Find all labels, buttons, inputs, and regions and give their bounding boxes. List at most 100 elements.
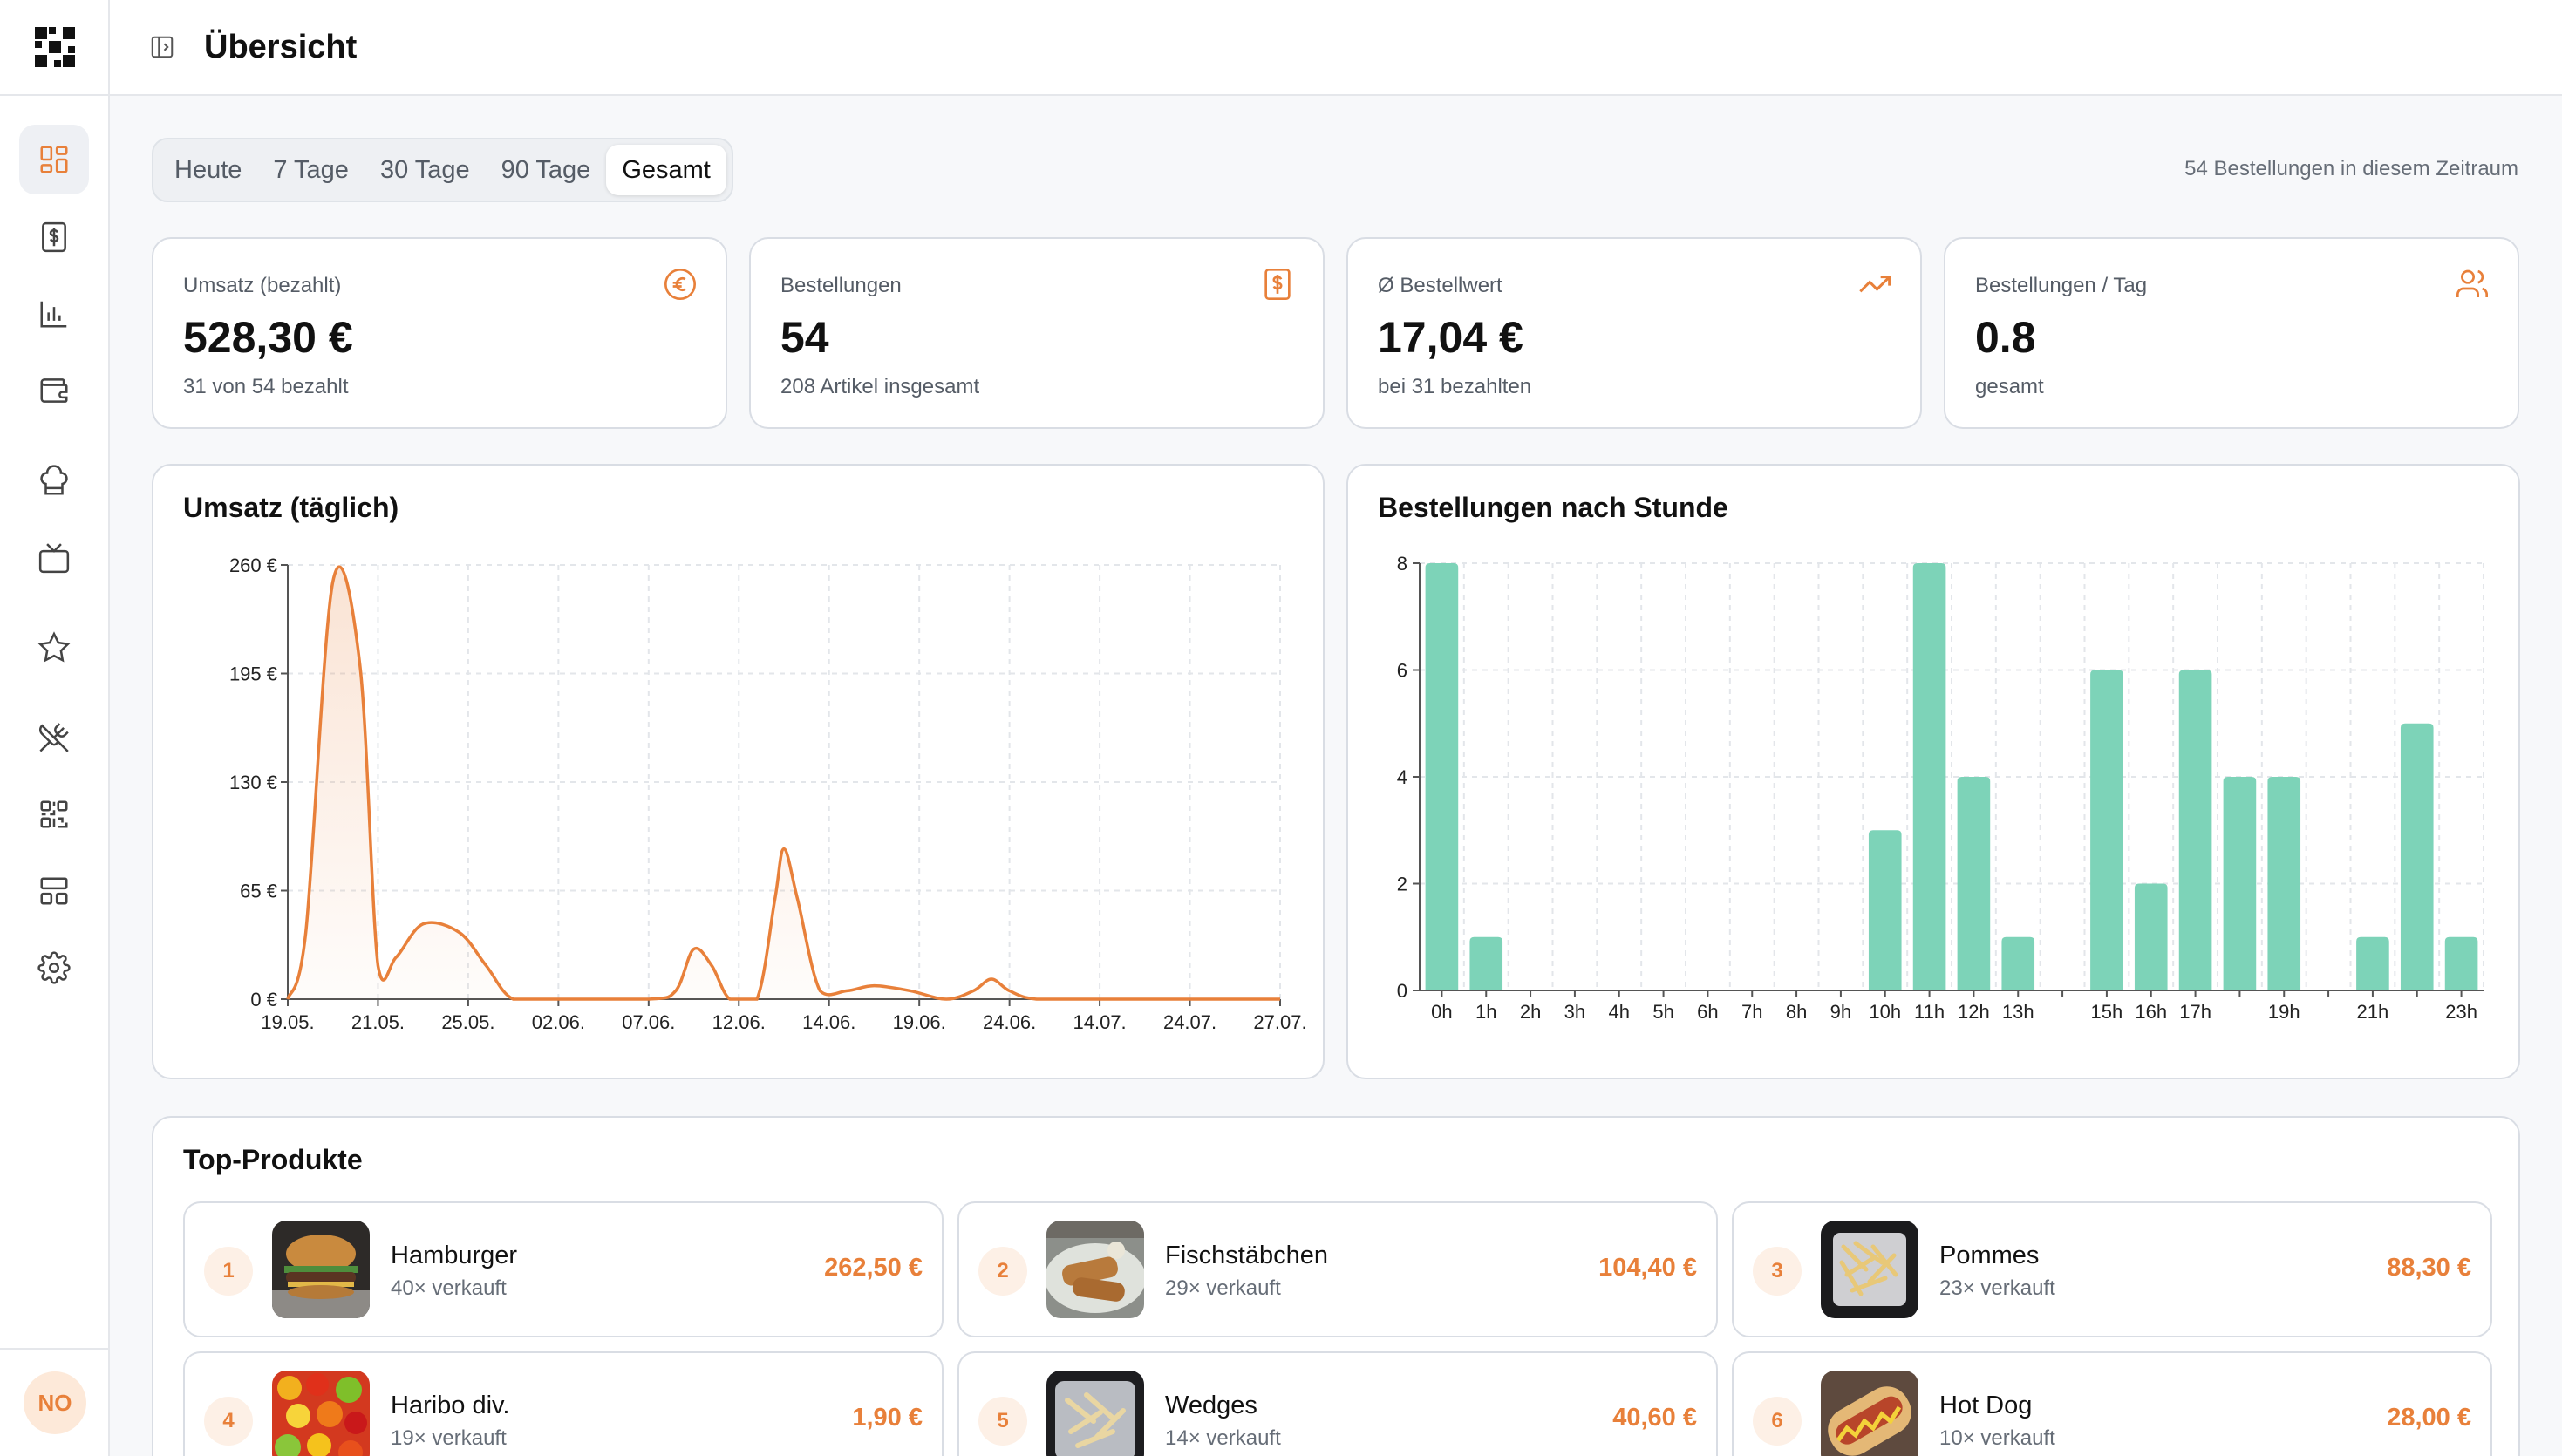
stat-sub: bei 31 bezahlten: [1378, 375, 1532, 398]
x-tick-label: 10h: [1869, 1001, 1901, 1023]
rank-badge: 6: [1753, 1397, 1802, 1446]
sidebar: NO: [0, 0, 110, 1456]
top-bar: Übersicht: [110, 0, 2562, 96]
euro-icon: [664, 269, 696, 300]
stat-label: Ø Bestellwert: [1378, 274, 1502, 297]
dashboard-icon: [40, 146, 68, 173]
stat-label: Umsatz (bezahlt): [183, 274, 342, 297]
stat-value: 54: [780, 313, 829, 362]
stat-sub: gesamt: [1975, 375, 2044, 398]
stat-value: 0.8: [1975, 313, 2036, 362]
product-item[interactable]: 3 Pommes 23× verkauft 88,30 €: [1732, 1201, 2492, 1337]
x-tick-label: 19h: [2268, 1001, 2300, 1023]
tab-gesamt[interactable]: Gesamt: [606, 145, 726, 195]
tab-heute[interactable]: Heute: [174, 155, 242, 184]
sidebar-item-statistics[interactable]: [19, 279, 89, 349]
bar: [2001, 936, 2035, 990]
settings-icon: [37, 951, 71, 984]
product-revenue: 262,50 €: [824, 1254, 923, 1282]
bar: [2267, 777, 2301, 990]
x-tick-label: 02.06.: [532, 1011, 585, 1033]
x-tick-label: 25.05.: [441, 1011, 494, 1033]
sidebar-item-reviews[interactable]: [19, 613, 89, 683]
y-tick-label: 4: [1397, 766, 1407, 788]
product-revenue: 104,40 €: [1598, 1254, 1697, 1282]
avatar[interactable]: NO: [24, 1371, 86, 1434]
stat-value: 528,30 €: [183, 313, 353, 362]
bar: [1469, 936, 1503, 990]
hourly-chart-card: Bestellungen nach Stunde 0 2 4 6 8 0h 1h 2h 3h 4h…: [1346, 464, 2520, 1079]
sidebar-item-display[interactable]: [19, 523, 89, 593]
y-tick-label: 8: [1397, 553, 1407, 575]
sidebar-item-layout[interactable]: [19, 856, 89, 926]
rank-badge: 4: [204, 1397, 253, 1446]
bar: [1957, 777, 1991, 990]
wallet-icon: [40, 378, 68, 403]
x-tick-label: 14.07.: [1073, 1011, 1127, 1033]
product-revenue: 40,60 €: [1612, 1404, 1697, 1432]
tab-90-tage[interactable]: 90 Tage: [501, 155, 591, 184]
sidebar-toggle-button[interactable]: [146, 31, 178, 63]
x-tick-label: 16h: [2135, 1001, 2167, 1023]
chart-title: Umsatz (täglich): [183, 492, 399, 523]
x-tick-label: 21.05.: [351, 1011, 405, 1033]
sidebar-item-wallet[interactable]: [19, 356, 89, 425]
sidebar-item-kitchen[interactable]: [19, 446, 89, 516]
sidebar-item-settings[interactable]: [19, 933, 89, 1003]
product-item[interactable]: 4 Haribo div. 19× verkauft 1,90 €: [183, 1351, 944, 1456]
qr-code-icon: [40, 800, 68, 828]
bar: [1425, 563, 1459, 990]
layout-icon: [40, 877, 68, 905]
bar: [1868, 830, 1902, 990]
x-tick-label: 12.06.: [712, 1011, 766, 1033]
product-name: Haribo div.: [391, 1391, 510, 1419]
sidebar-item-qr-codes[interactable]: [19, 779, 89, 849]
x-tick-label: 15h: [2091, 1001, 2123, 1023]
x-tick-label: 3h: [1564, 1001, 1585, 1023]
tab-30-tage[interactable]: 30 Tage: [379, 155, 470, 184]
tab-7-tage[interactable]: 7 Tage: [273, 155, 349, 184]
sidebar-item-orders[interactable]: [19, 202, 89, 272]
bar: [2400, 723, 2434, 990]
product-name: Hot Dog: [1939, 1391, 2033, 1419]
x-tick-label: 7h: [1741, 1001, 1762, 1023]
product-item[interactable]: 2 Fischstäbchen 29× verkauft 104,40 €: [957, 1201, 1718, 1337]
product-item[interactable]: 5 Wedges 14× verkauft 40,60 €: [957, 1351, 1718, 1456]
x-tick-label: 13h: [2002, 1001, 2034, 1023]
product-image-fischstaebchen: [1046, 1221, 1144, 1318]
range-tabs: Heute 7 Tage 30 Tage 90 Tage Gesamt: [152, 138, 733, 202]
y-tick-label: 65 €: [240, 881, 277, 902]
sidebar-item-menu[interactable]: [19, 703, 89, 772]
bar: [2444, 936, 2478, 990]
product-name: Pommes: [1939, 1242, 2040, 1269]
hourly-orders-chart: 0 2 4 6 8 0h 1h 2h 3h 4h 5h 6h 7h 8h 9h 10h 11h 12h 13h 15h…: [1397, 553, 2484, 1023]
x-tick-label: 19.05.: [261, 1011, 314, 1033]
stat-label: Bestellungen / Tag: [1975, 274, 2148, 297]
product-image-pommes: [1821, 1221, 1918, 1318]
page-title: Übersicht: [204, 28, 358, 65]
stat-sub: 208 Artikel insgesamt: [780, 375, 980, 398]
app-logo[interactable]: [0, 0, 110, 96]
rank-badge: 1: [204, 1247, 253, 1296]
product-item[interactable]: 6 Hot Dog 10× verkauft 28,00 €: [1732, 1351, 2492, 1456]
x-tick-label: 24.07.: [1163, 1011, 1216, 1033]
bar: [2090, 670, 2123, 990]
bar: [1912, 563, 1946, 990]
x-tick-label: 24.06.: [983, 1011, 1036, 1033]
utensils-crossed-icon: [39, 723, 69, 752]
x-tick-label: 07.06.: [622, 1011, 675, 1033]
bar: [2134, 883, 2168, 990]
y-tick-label: 195 €: [229, 663, 277, 685]
product-item[interactable]: 1 Hamburger 40× verkauft 262,50 €: [183, 1201, 944, 1337]
product-sold: 29× verkauft: [1165, 1276, 1281, 1300]
range-info: 54 Bestellungen in diesem Zeitraum: [2184, 157, 2518, 180]
bar: [2356, 936, 2389, 990]
chef-hat-icon: [40, 465, 68, 495]
sidebar-item-dashboard[interactable]: [19, 125, 89, 194]
x-tick-label: 19.06.: [893, 1011, 946, 1033]
trending-up-icon: [1859, 276, 1891, 293]
product-image-hot-dog: [1821, 1371, 1918, 1456]
panel-left-icon: [151, 36, 174, 58]
x-tick-label: 1h: [1475, 1001, 1496, 1023]
section-title: Top-Produkte: [183, 1144, 363, 1175]
